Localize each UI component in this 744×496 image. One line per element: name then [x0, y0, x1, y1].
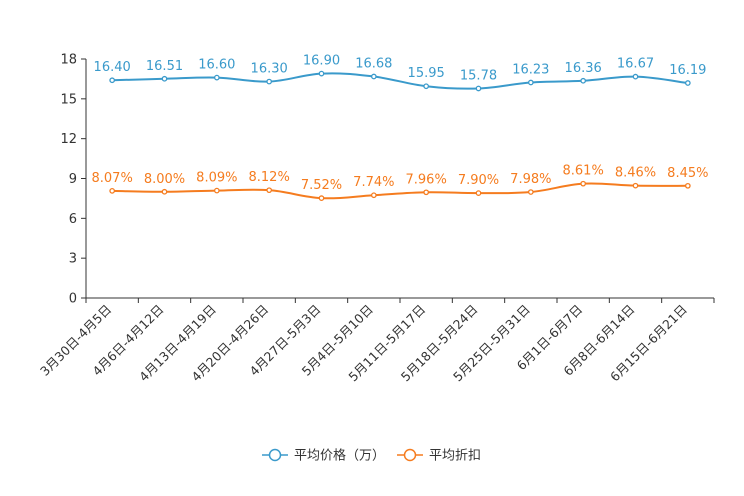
legend-circle-marker — [268, 448, 282, 462]
data-point — [527, 189, 534, 195]
y-tick-label: 3 — [69, 252, 77, 267]
data-point — [109, 187, 116, 194]
data-label: 8.45% — [667, 166, 708, 181]
data-label: 16.40 — [94, 60, 131, 75]
data-label: 8.07% — [92, 171, 133, 186]
data-point — [370, 192, 377, 199]
data-point — [423, 189, 430, 196]
data-point — [370, 73, 377, 80]
data-label: 8.12% — [249, 170, 290, 185]
data-label: 15.95 — [408, 66, 445, 81]
x-axis: 3月30日-4月5日4月6日-4月12日4月13日-4月19日4月20日-4月2… — [37, 297, 715, 384]
data-point — [266, 187, 273, 194]
data-label: 7.52% — [301, 178, 342, 193]
data-label: 16.51 — [146, 59, 183, 74]
data-label: 16.23 — [512, 63, 549, 78]
data-point — [684, 182, 691, 189]
data-label: 8.00% — [144, 172, 185, 187]
data-point — [475, 85, 482, 92]
data-label: 16.19 — [669, 63, 706, 78]
y-axis: 0 3 6 9 12 15 18 — [60, 53, 87, 307]
legend-item-1[interactable]: 平均折扣 — [397, 449, 481, 464]
data-point — [580, 180, 587, 187]
y-tick-label: 12 — [60, 132, 77, 147]
data-point — [318, 70, 325, 77]
data-label: 15.78 — [460, 68, 497, 83]
series-0: 16.40 16.51 16.60 16.30 16.90 16.68 15.95 15.78… — [94, 54, 706, 92]
data-point — [161, 188, 168, 195]
legend-circle-marker — [403, 448, 417, 462]
y-tick-label: 9 — [69, 172, 77, 187]
data-label: 8.61% — [563, 164, 604, 179]
legend: 平均价格（万） 平均折扣 — [262, 448, 481, 464]
data-label: 16.67 — [617, 57, 654, 72]
data-point — [266, 78, 273, 85]
data-point — [213, 187, 220, 194]
data-label: 7.74% — [353, 175, 394, 190]
legend-label: 平均折扣 — [429, 449, 481, 464]
data-point — [527, 79, 534, 86]
data-point — [632, 182, 639, 189]
data-point — [161, 75, 168, 82]
data-label: 16.36 — [565, 61, 602, 76]
data-label: 7.90% — [458, 173, 499, 188]
legend-item-0[interactable]: 平均价格（万） — [262, 448, 385, 464]
y-tick-label: 18 — [60, 53, 77, 68]
legend-label: 平均价格（万） — [294, 448, 385, 464]
data-point — [475, 190, 482, 196]
data-label: 8.46% — [615, 166, 656, 181]
data-point — [423, 83, 430, 90]
data-label: 16.30 — [251, 62, 288, 77]
data-point — [213, 74, 220, 81]
data-label: 8.09% — [196, 171, 237, 186]
series-line — [112, 72, 688, 90]
data-label: 16.68 — [355, 57, 392, 72]
data-point — [684, 80, 691, 86]
data-label: 7.96% — [406, 172, 447, 187]
data-point — [632, 73, 639, 80]
data-point — [109, 77, 116, 84]
data-point — [318, 195, 325, 202]
data-label: 16.90 — [303, 54, 340, 69]
series-line — [112, 182, 688, 200]
series-1: 8.07% 8.00% 8.09% 8.12% 7.52% 7.74% 7.96% 7.90%… — [92, 164, 708, 202]
y-tick-label: 6 — [69, 212, 77, 227]
data-label: 7.98% — [510, 172, 551, 187]
y-tick-label: 15 — [60, 92, 77, 107]
y-tick-label: 0 — [69, 292, 77, 307]
series-layer: 16.40 16.51 16.60 16.30 16.90 16.68 15.95 15.78… — [92, 54, 708, 202]
data-point — [580, 77, 587, 84]
data-label: 16.60 — [198, 58, 235, 73]
